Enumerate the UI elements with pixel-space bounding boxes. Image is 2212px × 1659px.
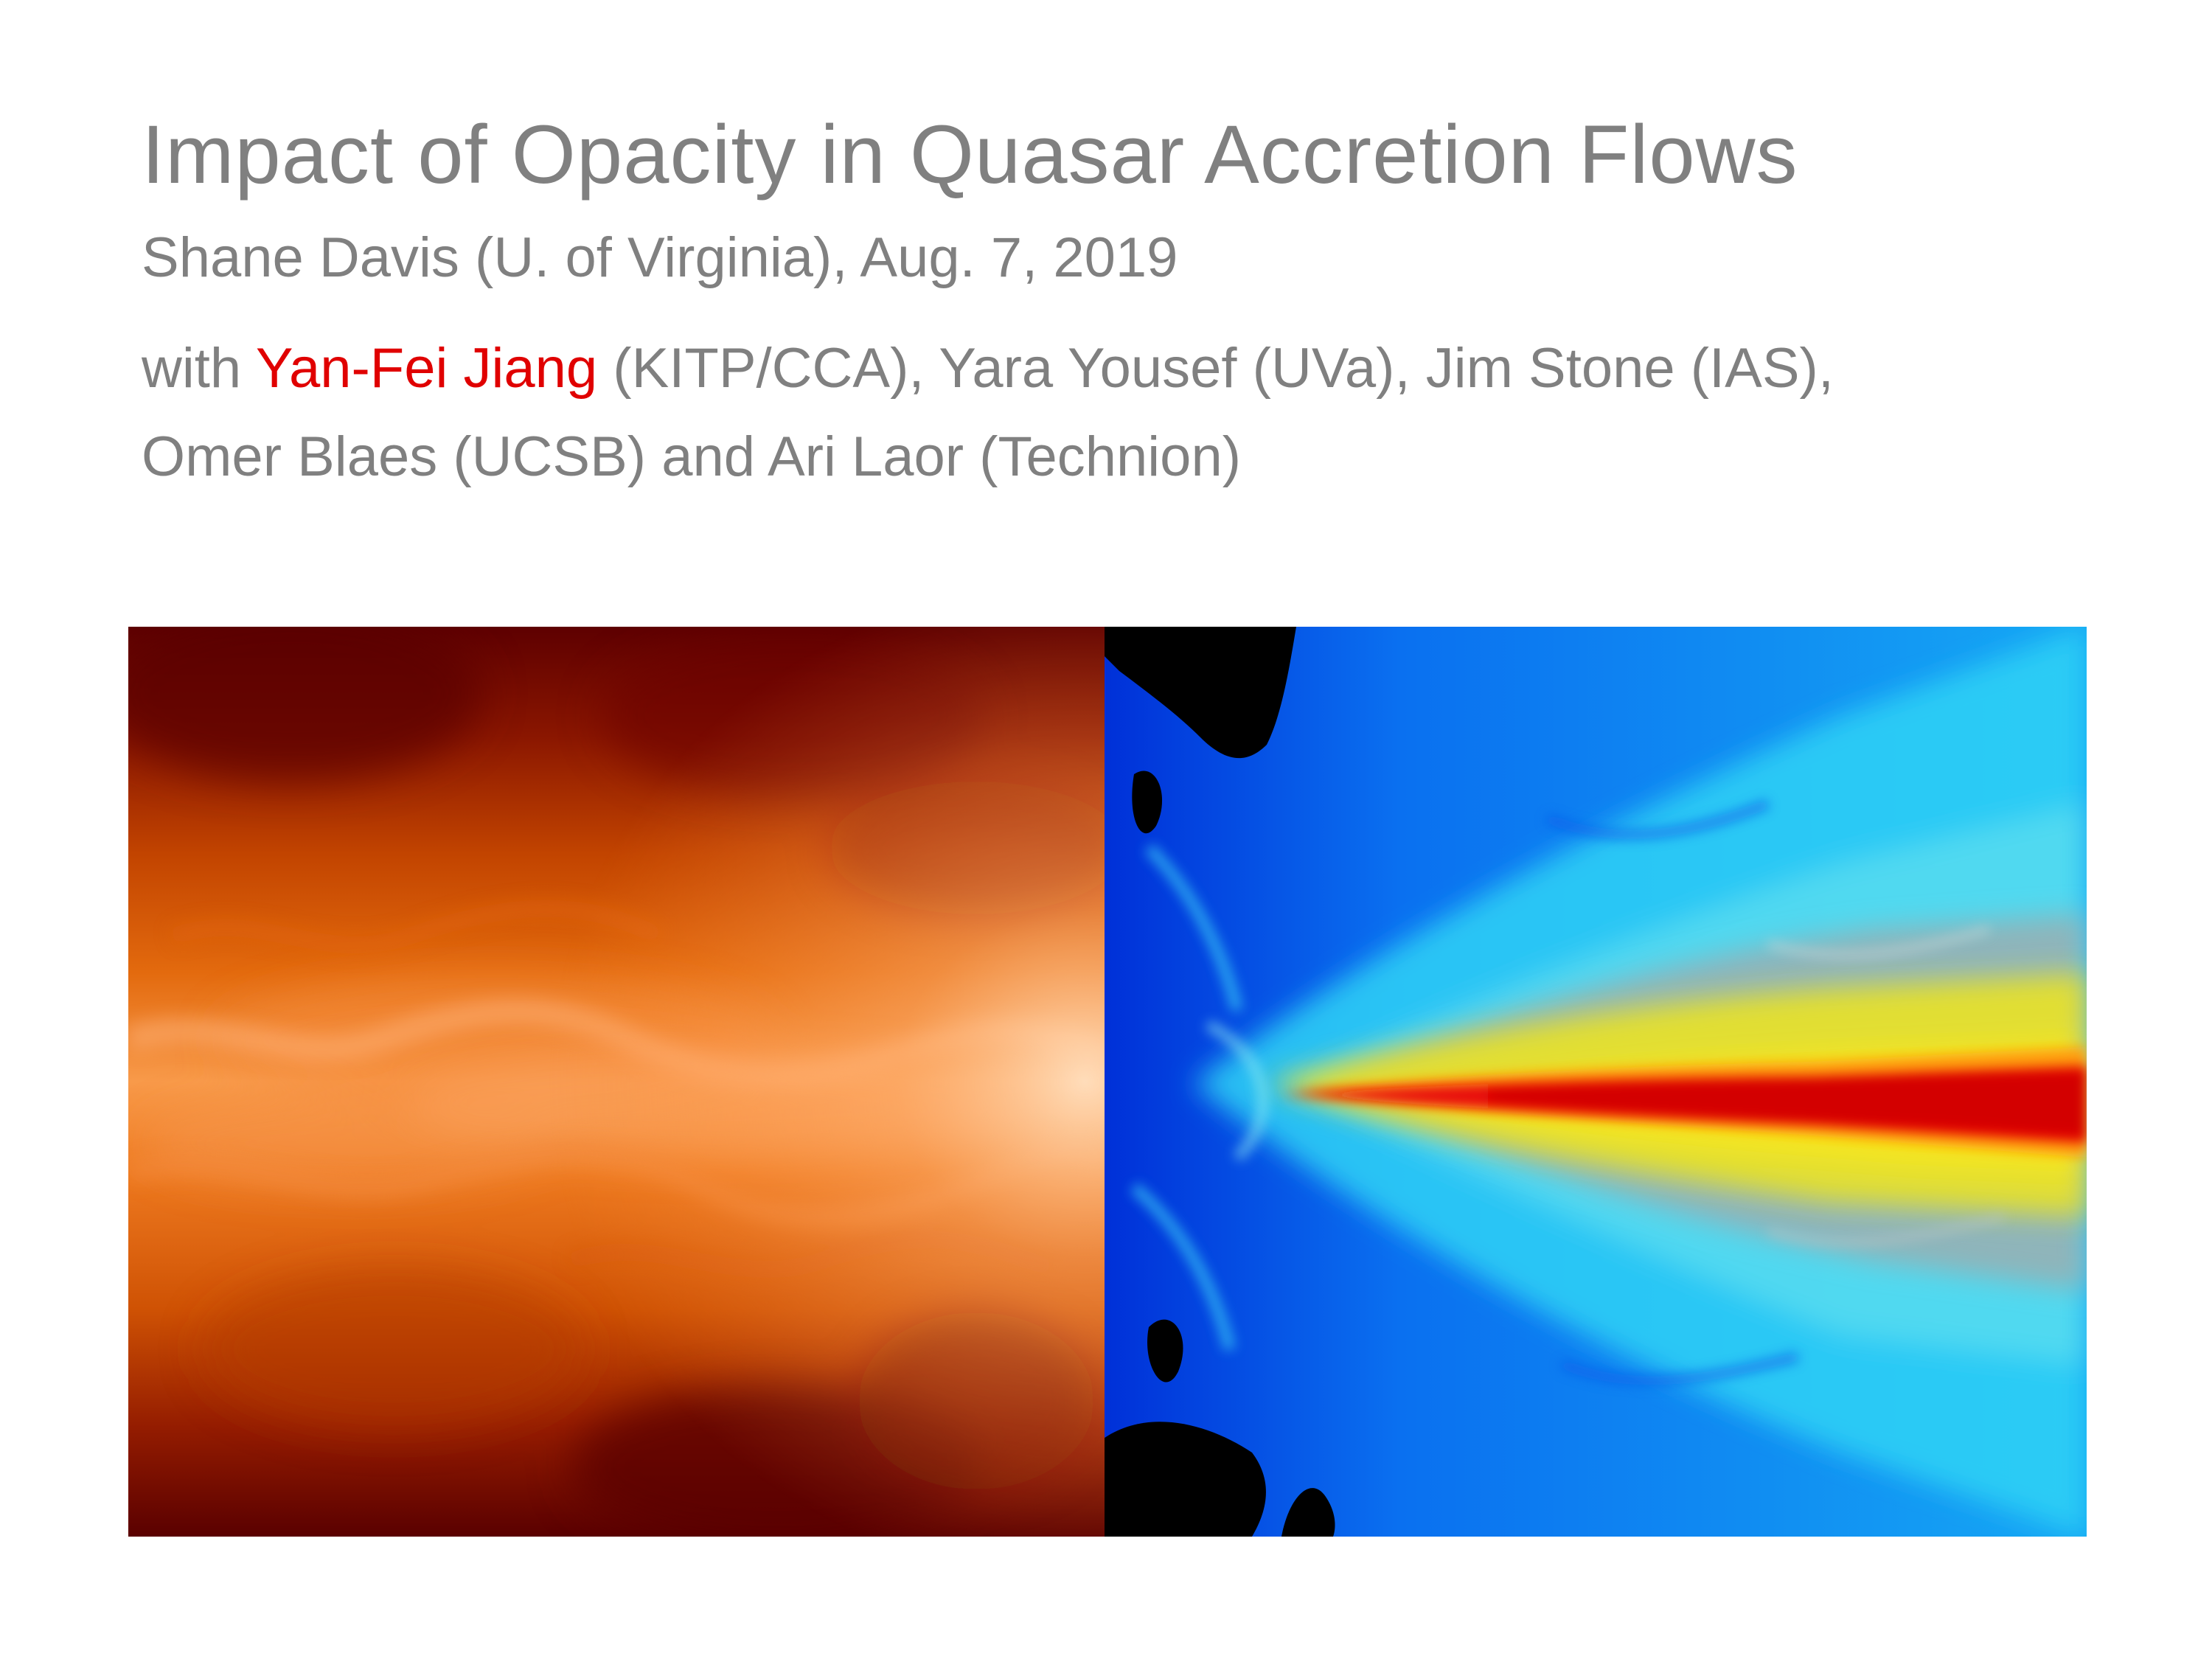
author-prefix: with: [142, 337, 256, 400]
left-simulation-graphic: [128, 627, 1105, 1537]
author-line-2: Omer Blaes (UCSB) and Ari Laor (Technion…: [142, 425, 1242, 488]
slide-title: Impact of Opacity in Quasar Accretion Fl…: [142, 108, 1798, 201]
simulation-figure: [128, 627, 2087, 1537]
slide-subtitle: Shane Davis (U. of Virginia), Aug. 7, 20…: [142, 226, 1178, 289]
highlighted-author: Yan-Fei Jiang: [255, 337, 598, 400]
left-simulation-image: [128, 627, 1105, 1537]
author-suffix: (KITP/CCA), Yara Yousef (UVa), Jim Stone…: [597, 337, 1834, 400]
author-list: with Yan-Fei Jiang (KITP/CCA), Yara Yous…: [142, 324, 2169, 501]
author-line-1: with Yan-Fei Jiang (KITP/CCA), Yara Yous…: [142, 324, 2169, 413]
right-simulation-image: [1105, 627, 2087, 1537]
right-simulation-graphic: [1105, 627, 2087, 1537]
